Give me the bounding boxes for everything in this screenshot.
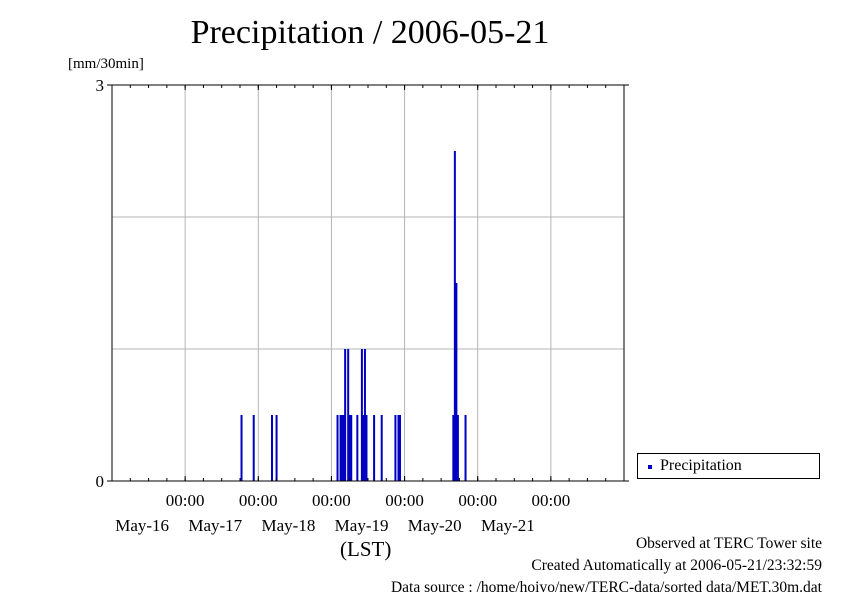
precipitation-bar bbox=[373, 415, 376, 481]
precipitation-bar bbox=[252, 415, 255, 481]
precipitation-bar bbox=[365, 415, 368, 481]
precipitation-bar bbox=[363, 349, 366, 481]
y-tick-label: 0 bbox=[96, 472, 105, 491]
precipitation-bar bbox=[350, 415, 353, 481]
precipitation-bar bbox=[342, 415, 345, 481]
x-tick-label-time: 00:00 bbox=[458, 491, 497, 510]
x-tick-label-time: 00:00 bbox=[531, 491, 570, 510]
legend-label-precipitation: Precipitation bbox=[660, 457, 742, 474]
x-tick-label-date: May-16 bbox=[115, 516, 169, 535]
plot-frame bbox=[111, 84, 625, 482]
precipitation-bar bbox=[240, 415, 243, 481]
x-tick-labels: 00:00 May-16 00:00 May-17 00:00 May-18 00:00 Ma… bbox=[115, 491, 570, 535]
precipitation-bar bbox=[360, 349, 363, 481]
x-tick-label-date: May-17 bbox=[188, 516, 242, 535]
x-tick-label-time: 00:00 bbox=[239, 491, 278, 510]
x-axis-label: (LST) bbox=[340, 537, 392, 561]
chart-grid bbox=[112, 85, 624, 481]
precipitation-bar bbox=[362, 415, 365, 481]
precipitation-bar bbox=[380, 415, 383, 481]
precipitation-bar bbox=[348, 415, 351, 481]
y-axis-unit-label: [mm/30min] bbox=[68, 56, 144, 72]
precipitation-bar bbox=[394, 415, 397, 481]
precipitation-bar bbox=[456, 415, 459, 481]
precipitation-bar bbox=[453, 151, 456, 481]
precipitation-bar bbox=[455, 283, 458, 481]
precipitation-bar bbox=[271, 415, 273, 481]
x-tick-label-time: 00:00 bbox=[312, 491, 351, 510]
axis-ticks bbox=[107, 84, 629, 482]
x-tick-label-date: May-20 bbox=[408, 516, 462, 535]
footer-created-timestamp: Created Automatically at 2006-05-21/23:3… bbox=[531, 557, 822, 574]
x-tick-label-date: May-18 bbox=[262, 516, 316, 535]
chart-title: Precipitation / 2006-05-21 bbox=[190, 14, 550, 51]
footer-observation-site: Observed at TERC Tower site bbox=[635, 535, 822, 552]
precipitation-bar bbox=[344, 349, 347, 481]
x-tick-label-time: 00:00 bbox=[385, 491, 424, 510]
precipitation-bar bbox=[452, 415, 455, 481]
precipitation-bar bbox=[397, 415, 400, 481]
precipitation-bar bbox=[399, 415, 401, 481]
y-tick-label: 3 bbox=[96, 76, 105, 95]
series-precipitation bbox=[240, 151, 467, 481]
x-tick-label-time: 00:00 bbox=[166, 491, 205, 510]
precipitation-bar bbox=[356, 415, 359, 481]
precipitation-bar bbox=[339, 415, 342, 481]
precipitation-bar bbox=[464, 415, 467, 481]
precipitation-bar bbox=[336, 415, 339, 481]
footer-data-source: Data source : /home/hoivo/new/TERC-data/… bbox=[390, 579, 822, 596]
y-tick-labels: 03 bbox=[96, 76, 105, 491]
legend: Precipitation bbox=[637, 453, 820, 479]
legend-swatch-precipitation bbox=[648, 465, 652, 469]
precipitation-bar bbox=[347, 349, 350, 481]
x-tick-label-date: May-21 bbox=[481, 516, 535, 535]
precipitation-bar bbox=[275, 415, 278, 481]
precipitation-bar bbox=[341, 415, 344, 481]
x-tick-label-date: May-19 bbox=[335, 516, 389, 535]
